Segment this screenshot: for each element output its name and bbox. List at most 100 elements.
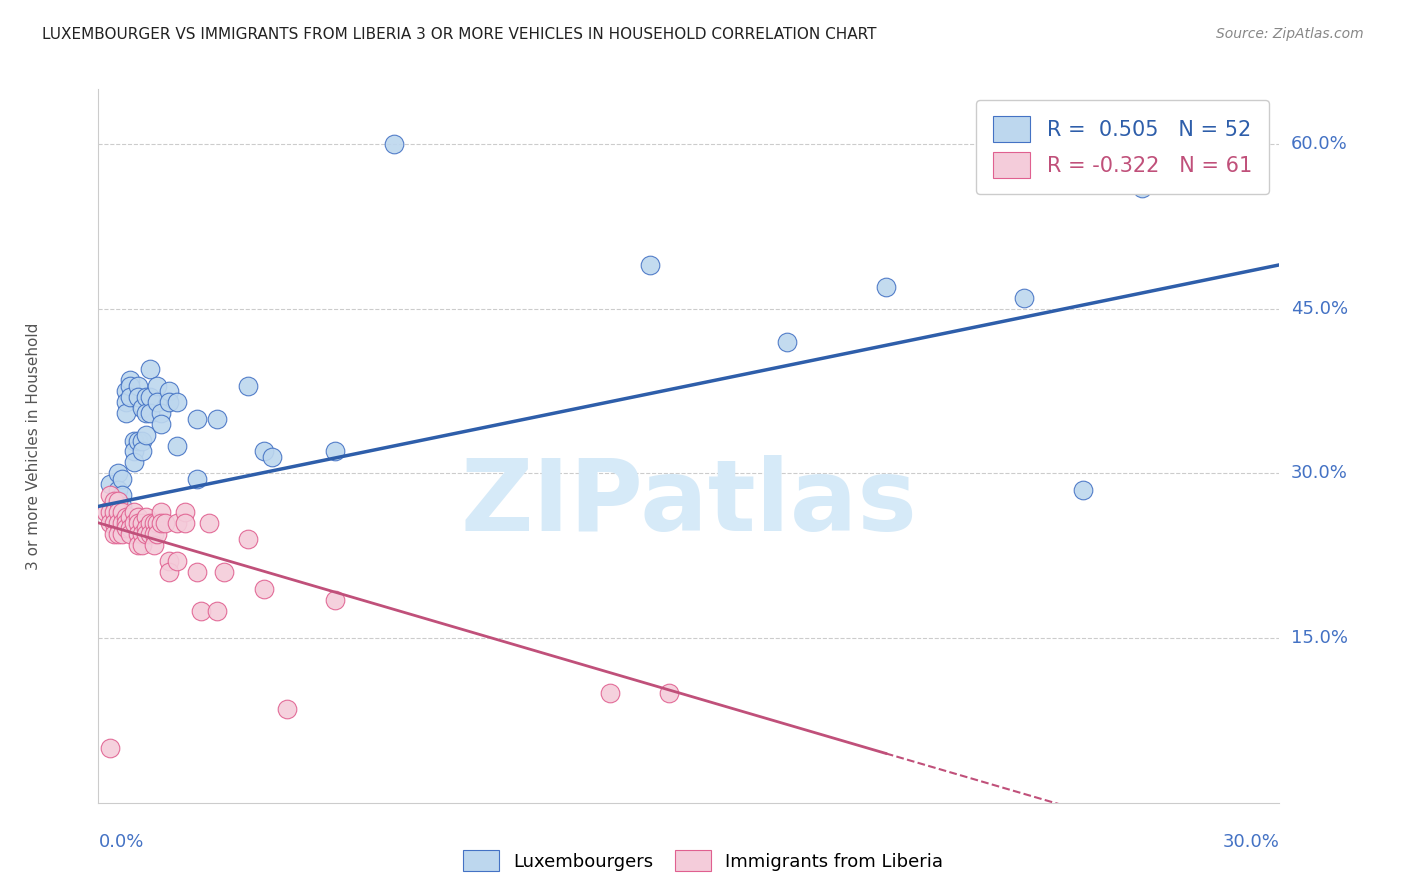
Point (150, 505, 173, 519)
Text: 30.0%: 30.0% (1291, 465, 1347, 483)
Point (115, 406, 138, 420)
Point (157, 566, 180, 580)
Point (253, 444, 276, 458)
Point (323, 444, 346, 458)
Text: Source: ZipAtlas.com: Source: ZipAtlas.com (1216, 27, 1364, 41)
Point (1130, 181, 1153, 195)
Point (138, 390, 160, 404)
Point (115, 521, 138, 535)
Point (127, 538, 149, 552)
Point (260, 450, 283, 464)
Point (118, 510, 141, 524)
Point (98, 516, 121, 530)
Point (98, 740, 121, 755)
Point (138, 406, 160, 420)
Point (107, 483, 129, 497)
Point (111, 472, 134, 486)
Text: 0.0%: 0.0% (98, 833, 143, 851)
Point (107, 467, 129, 481)
Text: 3 or more Vehicles in Household: 3 or more Vehicles in Household (25, 322, 41, 570)
Point (135, 428, 157, 442)
Point (174, 516, 197, 530)
Point (103, 494, 125, 508)
Point (638, 258, 661, 272)
Point (131, 516, 153, 530)
Point (107, 516, 129, 530)
Point (135, 390, 157, 404)
Point (236, 378, 259, 392)
Point (131, 526, 153, 541)
Point (107, 494, 129, 508)
Point (135, 521, 157, 535)
Point (111, 516, 134, 530)
Point (138, 362, 160, 376)
Point (118, 373, 141, 387)
Point (142, 526, 165, 541)
Point (127, 516, 149, 530)
Point (875, 280, 897, 294)
Point (236, 533, 259, 547)
Point (190, 604, 212, 618)
Point (131, 434, 153, 448)
Point (103, 526, 125, 541)
Point (118, 390, 141, 404)
Point (118, 521, 141, 535)
Text: LUXEMBOURGER VS IMMIGRANTS FROM LIBERIA 3 OR MORE VEHICLES IN HOUSEHOLD CORRELAT: LUXEMBOURGER VS IMMIGRANTS FROM LIBERIA … (42, 27, 877, 42)
Point (776, 334, 799, 349)
Point (96, 505, 118, 519)
Point (197, 516, 219, 530)
Point (107, 494, 129, 508)
Point (146, 378, 169, 392)
Point (146, 516, 169, 530)
Point (135, 526, 157, 541)
Text: ZIPatlas: ZIPatlas (461, 455, 917, 551)
Point (122, 455, 145, 469)
Point (107, 505, 129, 519)
Point (115, 510, 138, 524)
Point (127, 510, 149, 524)
Point (253, 582, 276, 596)
Point (122, 444, 145, 458)
Point (127, 378, 149, 392)
Point (150, 417, 173, 431)
Point (157, 384, 180, 398)
Point (157, 395, 180, 409)
Point (166, 439, 188, 453)
Point (205, 604, 228, 618)
Point (142, 538, 165, 552)
Point (131, 538, 153, 552)
Point (115, 516, 138, 530)
Point (138, 516, 160, 530)
Point (186, 566, 208, 580)
Point (111, 500, 134, 514)
Point (107, 526, 129, 541)
Point (103, 494, 125, 508)
Point (157, 554, 180, 568)
Legend: Luxembourgers, Immigrants from Liberia: Luxembourgers, Immigrants from Liberia (456, 843, 950, 879)
Point (150, 406, 173, 420)
Point (150, 516, 173, 530)
Text: 60.0%: 60.0% (1291, 135, 1347, 153)
Point (174, 505, 197, 519)
Point (186, 411, 208, 425)
Point (122, 505, 145, 519)
Point (115, 395, 138, 409)
Point (658, 686, 681, 700)
Point (103, 505, 125, 519)
Point (127, 526, 149, 541)
Point (323, 592, 346, 607)
Point (382, 137, 405, 152)
Point (166, 554, 188, 568)
Text: 30.0%: 30.0% (1223, 833, 1279, 851)
Point (111, 488, 134, 502)
Point (118, 526, 141, 541)
Point (146, 395, 169, 409)
Point (214, 566, 236, 580)
Point (115, 384, 138, 398)
Point (122, 516, 145, 530)
Point (131, 401, 153, 415)
Point (276, 702, 298, 716)
Point (103, 505, 125, 519)
Point (131, 444, 153, 458)
Text: 45.0%: 45.0% (1291, 300, 1348, 318)
